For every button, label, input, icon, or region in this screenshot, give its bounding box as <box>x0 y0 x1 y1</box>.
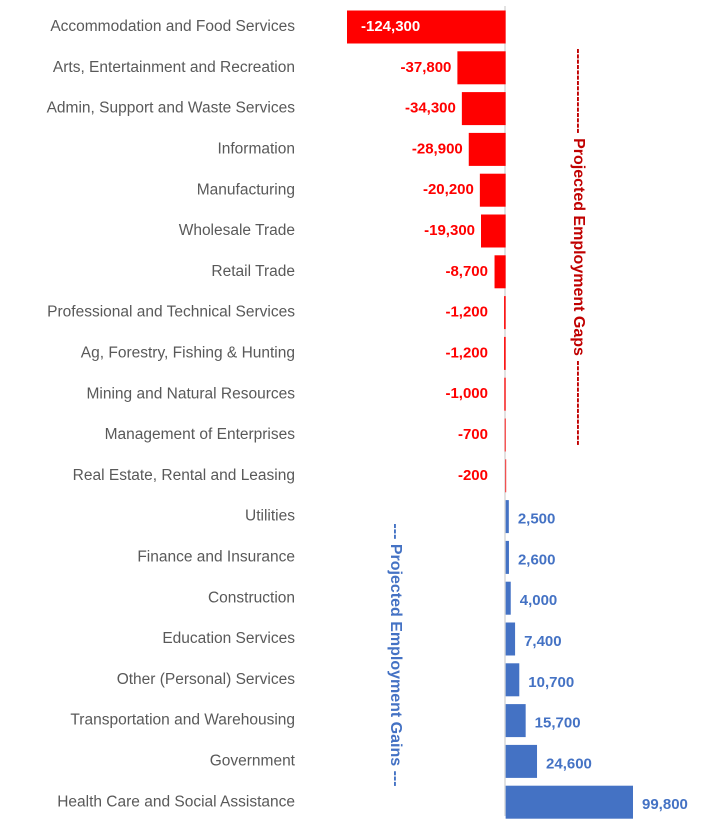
value-label: -1,200 <box>445 304 488 321</box>
bar <box>505 785 633 819</box>
value-label: -124,300 <box>361 18 420 35</box>
value-label: 99,800 <box>642 796 688 813</box>
category-label: Admin, Support and Waste Services <box>47 100 296 117</box>
value-label: 2,500 <box>518 511 556 528</box>
value-label: 24,600 <box>546 755 592 772</box>
bar <box>481 214 506 248</box>
category-label: Management of Enterprises <box>105 426 296 443</box>
category-label: Arts, Entertainment and Recreation <box>53 59 295 76</box>
value-label: 10,700 <box>528 674 574 691</box>
category-label: Health Care and Social Assistance <box>57 793 295 810</box>
bar <box>347 10 506 44</box>
bar <box>505 744 538 778</box>
value-label: -200 <box>458 467 488 484</box>
value-label: -20,200 <box>423 181 474 198</box>
category-label: Government <box>210 752 296 769</box>
bar <box>504 296 506 330</box>
value-label: -28,900 <box>412 140 463 157</box>
category-label: Accommodation and Food Services <box>50 18 295 35</box>
bar <box>468 132 506 166</box>
bar <box>457 51 506 85</box>
category-label: Manufacturing <box>197 181 295 198</box>
bar <box>461 92 506 126</box>
value-label: -1,200 <box>445 344 488 361</box>
annotation: ---------------- Projected Employment Ga… <box>570 48 587 445</box>
bar <box>505 622 516 656</box>
bar <box>494 255 506 289</box>
value-label: 15,700 <box>535 715 581 732</box>
category-label: Retail Trade <box>211 263 295 280</box>
bar <box>504 377 506 411</box>
category-label: Education Services <box>162 630 295 647</box>
category-label: Professional and Technical Services <box>47 304 295 321</box>
value-label: -8,700 <box>445 263 488 280</box>
category-label: Utilities <box>245 508 295 525</box>
annotation: --- Projected Employment Gains --- <box>387 523 404 786</box>
category-label: Ag, Forestry, Fishing & Hunting <box>81 344 295 361</box>
bar <box>505 663 520 697</box>
bar <box>504 418 506 452</box>
category-label: Construction <box>208 589 295 606</box>
category-label: Wholesale Trade <box>179 222 295 239</box>
value-label: 7,400 <box>524 633 562 650</box>
category-label: Other (Personal) Services <box>117 671 296 688</box>
value-label: 4,000 <box>520 592 558 609</box>
category-label: Information <box>217 140 295 157</box>
bar <box>505 704 526 738</box>
value-label: -1,000 <box>445 385 488 402</box>
bar <box>504 336 506 370</box>
bar <box>479 173 506 207</box>
bar <box>505 500 509 534</box>
category-label: Finance and Insurance <box>137 548 295 565</box>
category-label: Transportation and Warehousing <box>70 712 295 729</box>
category-label: Mining and Natural Resources <box>87 385 296 402</box>
category-label: Real Estate, Rental and Leasing <box>73 467 295 484</box>
value-label: -37,800 <box>401 59 452 76</box>
value-label: -700 <box>458 426 488 443</box>
value-label: 2,600 <box>518 551 556 568</box>
value-label: -19,300 <box>424 222 475 239</box>
bar <box>505 581 511 615</box>
value-label: -34,300 <box>405 100 456 117</box>
bar <box>505 459 507 493</box>
bar <box>505 540 509 574</box>
